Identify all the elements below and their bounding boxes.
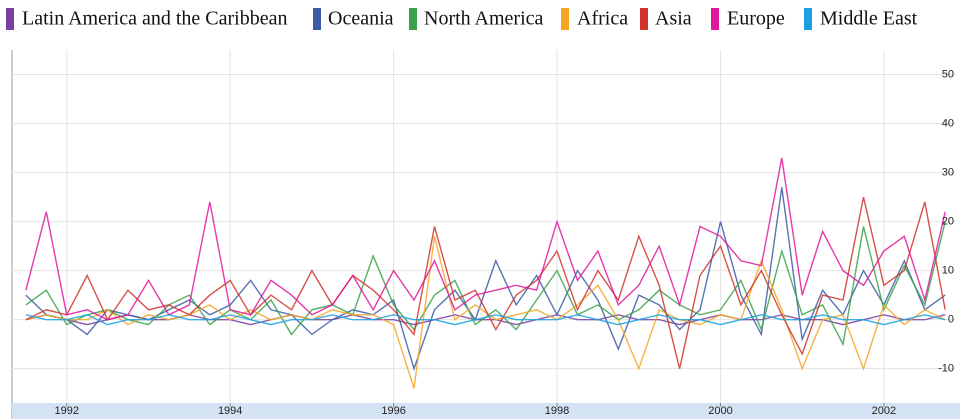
legend-label: Middle East (820, 8, 918, 30)
legend-label: North America (424, 8, 544, 30)
x-tick-label: 2002 (872, 405, 896, 417)
legend-label: Europe (727, 8, 785, 30)
legend-label: Oceania (328, 8, 394, 30)
y-tick-label: 20 (942, 216, 954, 228)
x-tick-label: 1994 (218, 405, 242, 417)
legend-label: Africa (577, 8, 628, 30)
series-line (25, 157, 946, 321)
legend-swatch (640, 8, 648, 30)
legend-swatch (313, 8, 321, 30)
legend: Latin America and the Caribbean Oceania No… (6, 8, 918, 30)
plot-area (12, 50, 955, 403)
y-tick-label: 0 (948, 314, 954, 326)
y-tick-label: 50 (942, 68, 954, 80)
x-tick-label: 1998 (545, 405, 569, 417)
legend-label: Asia (655, 8, 692, 30)
x-axis-band (12, 403, 960, 419)
series-line (25, 187, 946, 371)
x-tick-label: 1996 (381, 405, 405, 417)
legend-swatch (804, 8, 812, 30)
legend-swatch (711, 8, 719, 30)
y-tick-label: 40 (942, 117, 954, 129)
series-line (25, 314, 946, 326)
ticks: -10 0 10 20 30 40 50 1992 1994 1996 1998 2000 2002 (55, 68, 954, 416)
legend-label: Latin America and the Caribbean (22, 8, 287, 30)
legend-swatch (6, 8, 14, 30)
x-tick-label: 1992 (55, 405, 79, 417)
y-tick-label: 10 (942, 265, 954, 277)
y-tick-label: -10 (938, 363, 954, 375)
legend-swatch (409, 8, 417, 30)
x-tick-label: 2000 (708, 405, 732, 417)
y-tick-label: 30 (942, 166, 954, 178)
lines (25, 157, 946, 389)
legend-swatch (561, 8, 569, 30)
